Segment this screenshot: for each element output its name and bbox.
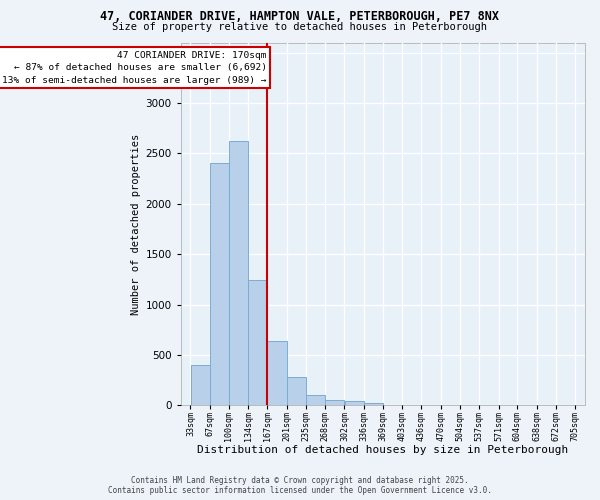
Y-axis label: Number of detached properties: Number of detached properties [131, 134, 141, 314]
Bar [210, 164, 229, 406]
Bar [248, 280, 267, 406]
Bar [268, 341, 287, 406]
Bar [325, 400, 344, 406]
Bar [229, 142, 248, 406]
Bar [344, 401, 364, 406]
Bar [287, 377, 306, 406]
Text: 47 CORIANDER DRIVE: 170sqm
← 87% of detached houses are smaller (6,692)
13% of s: 47 CORIANDER DRIVE: 170sqm ← 87% of deta… [2, 50, 266, 84]
X-axis label: Distribution of detached houses by size in Peterborough: Distribution of detached houses by size … [197, 445, 568, 455]
Bar [306, 394, 325, 406]
Bar [191, 365, 210, 406]
Text: Contains HM Land Registry data © Crown copyright and database right 2025.
Contai: Contains HM Land Registry data © Crown c… [108, 476, 492, 495]
Text: Size of property relative to detached houses in Peterborough: Size of property relative to detached ho… [113, 22, 487, 32]
Bar [364, 403, 383, 406]
Text: 47, CORIANDER DRIVE, HAMPTON VALE, PETERBOROUGH, PE7 8NX: 47, CORIANDER DRIVE, HAMPTON VALE, PETER… [101, 10, 499, 23]
